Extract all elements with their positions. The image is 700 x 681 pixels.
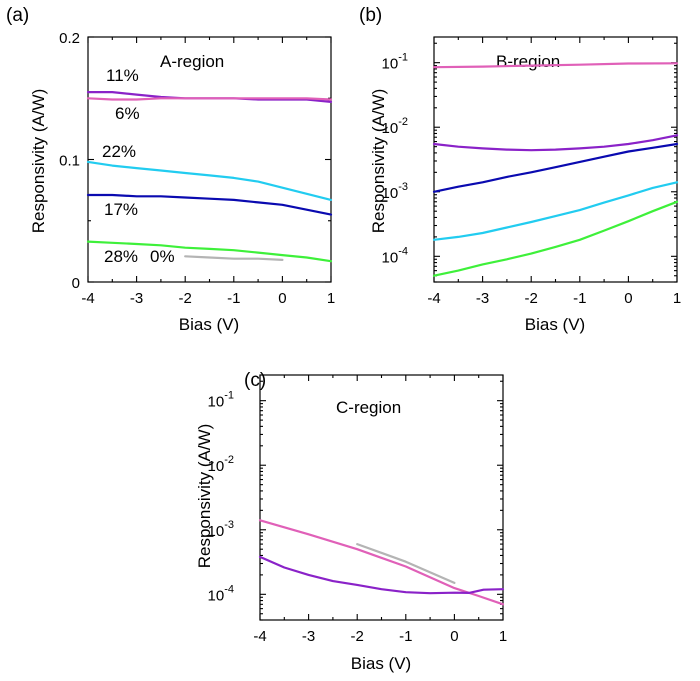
panel-a-xtick-label: -1 [227, 290, 240, 307]
panel-c-xlabel: Bias (V) [351, 654, 411, 673]
panel-b-ytick-label: 10-3 [382, 181, 408, 202]
panel-a-axes: -4 -3 -2 -1 0 1 0 0.1 0.2 [59, 30, 335, 307]
panel-b-xtick-label: -2 [525, 290, 538, 307]
panel-a-ytick-label: 0.1 [59, 153, 80, 170]
panel-a-title: A-region [160, 52, 224, 71]
panel-b-series-17pct [432, 142, 679, 193]
panel-c-series [258, 519, 505, 606]
panel-a-series-28pct [86, 240, 333, 263]
panel-c: (c) C-region Responsivity (A/W) Bias (V)… [195, 370, 507, 673]
panel-b-frame [433, 36, 678, 283]
panel-b-xlabel: Bias (V) [525, 315, 585, 334]
panel-c-label: (c) [244, 370, 266, 391]
panel-c-ytick-label: 10-3 [208, 519, 234, 540]
panel-c-xtick-label: -4 [253, 628, 266, 645]
annotation-6pct: 6% [115, 104, 140, 123]
panel-c-series-6pct [258, 519, 505, 606]
panel-a: (a) A-region Responsivity (A/W) Bias (V)… [6, 5, 335, 334]
panel-b-ytick-label: 10-2 [382, 116, 408, 137]
panel-b-ytick-label: 10-4 [382, 245, 408, 266]
panel-a-xtick-label: -4 [81, 290, 94, 307]
panel-b-series-6pct [432, 62, 679, 69]
panel-b-xtick-label: -3 [476, 290, 489, 307]
panel-c-ytick-label: 10-2 [208, 454, 234, 475]
panel-a-series-17pct [86, 193, 333, 216]
panel-c-xtick-label: 0 [450, 628, 458, 645]
annotation-11pct: 11% [106, 66, 139, 85]
panel-c-xtick-label: 1 [499, 628, 507, 645]
panel-b-series-28pct [432, 200, 679, 277]
panel-b-xtick-label: 1 [673, 290, 681, 307]
panel-b-xtick-label: 0 [624, 290, 632, 307]
panel-b-series-11pct [432, 134, 679, 152]
panel-b-label: (b) [359, 5, 382, 26]
panel-a-ytick-label: 0 [72, 275, 80, 292]
panel-a-xtick-label: -3 [130, 290, 143, 307]
panel-a-annotations: 11% 6% 22% 17% 28% 0% [102, 66, 175, 266]
panel-a-series-6pct [86, 97, 333, 101]
panel-c-title: C-region [336, 398, 401, 417]
panel-a-xtick-label: 1 [327, 290, 335, 307]
panel-c-axes: -4 -3 -2 -1 0 1 10-4 10-3 10-2 10-1 [208, 374, 507, 645]
panel-a-xtick-label: -2 [179, 290, 192, 307]
panel-b-xtick-label: -1 [573, 290, 586, 307]
annotation-22pct: 22% [102, 142, 136, 161]
panel-b-ylabel: Responsivity (A/W) [369, 89, 388, 234]
panel-c-ytick-label: 10-4 [208, 583, 234, 604]
panel-b-series [432, 62, 679, 277]
panel-a-series [86, 90, 333, 263]
panel-c-xtick-label: -3 [302, 628, 315, 645]
panel-c-series-0pct [356, 542, 456, 585]
annotation-28pct: 28% [104, 247, 138, 266]
panel-a-label: (a) [6, 5, 29, 26]
panel-c-xtick-label: -2 [351, 628, 364, 645]
panel-a-xtick-label: 0 [278, 290, 286, 307]
panel-a-series-22pct [86, 160, 333, 201]
panel-a-ylabel: Responsivity (A/W) [29, 89, 48, 234]
panel-b-title: B-region [496, 52, 560, 71]
panel-c-ylabel: Responsivity (A/W) [195, 424, 214, 569]
panel-b-axes: -4 -3 -2 -1 0 1 10-4 10-3 10-2 10-1 [382, 36, 681, 307]
annotation-0pct: 0% [150, 247, 175, 266]
panel-b-series-22pct [432, 181, 679, 241]
panel-a-xlabel: Bias (V) [179, 315, 239, 334]
panel-a-ytick-label: 0.2 [59, 30, 80, 47]
panel-c-ytick-label: 10-1 [208, 390, 234, 411]
panel-a-series-0pct [184, 255, 284, 261]
panel-c-xtick-label: -1 [399, 628, 412, 645]
panel-b-ytick-label: 10-1 [382, 52, 408, 73]
panel-b-xtick-label: -4 [427, 290, 440, 307]
annotation-17pct: 17% [104, 200, 138, 219]
panel-c-series-11pct [258, 555, 505, 595]
panel-b: (b) B-region Responsivity (A/W) Bias (V)… [359, 5, 681, 334]
